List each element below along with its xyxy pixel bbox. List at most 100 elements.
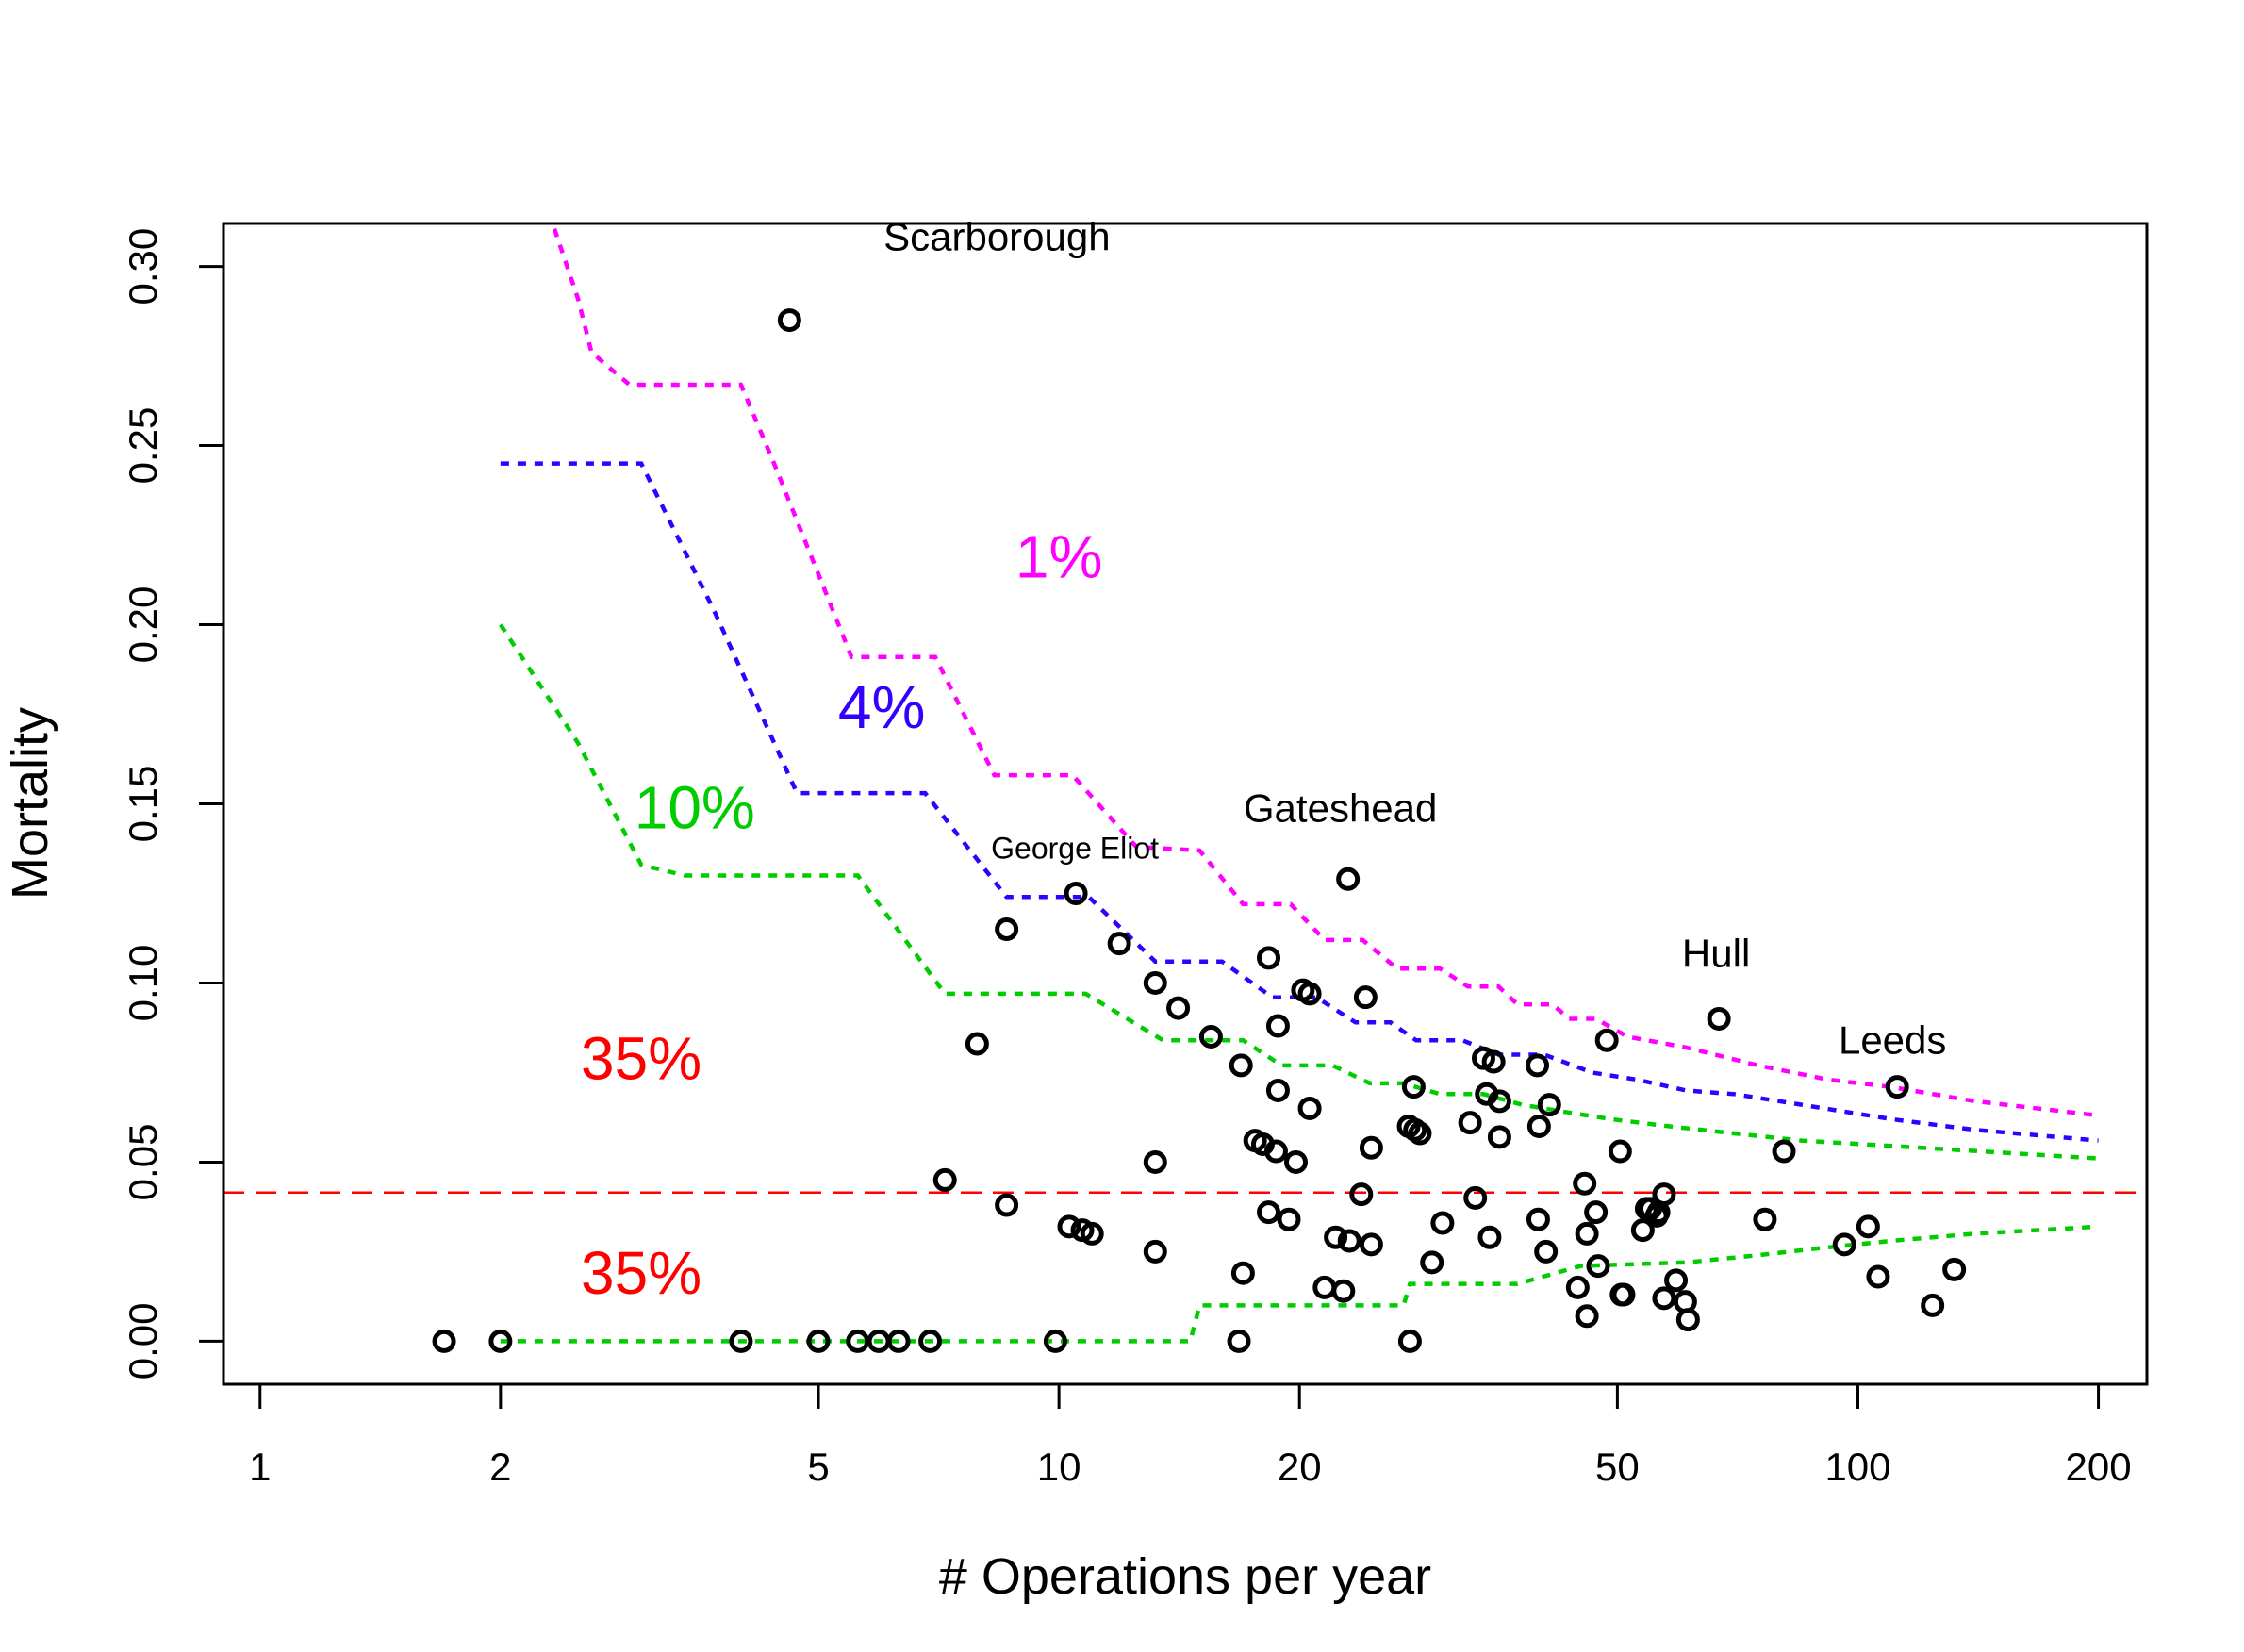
hospital-point — [1057, 1214, 1081, 1239]
y-tick-label: 0.30 — [121, 228, 165, 306]
hospital-point — [729, 1329, 753, 1353]
x-tick-label: 10 — [1037, 1445, 1081, 1489]
annotation-layer: Scarborough George Eliot Gateshead Hull Leed… — [581, 215, 1946, 1308]
hospital-point — [1359, 1135, 1383, 1160]
hospital-point — [1043, 1329, 1067, 1353]
hospital-point — [1353, 985, 1378, 1010]
hospital-point — [1257, 946, 1281, 970]
hospital-point — [965, 1032, 989, 1056]
hospital-point — [1277, 1207, 1301, 1231]
hospital-point — [488, 1329, 513, 1353]
hospital-point — [1166, 996, 1191, 1020]
hospital-point — [995, 917, 1019, 941]
hospital-point — [1230, 1261, 1255, 1285]
funnel-limit-1- — [550, 223, 2099, 1118]
hospital-point — [1537, 1093, 1561, 1117]
hospital-point — [1575, 1221, 1599, 1246]
hospital-point — [1608, 1139, 1632, 1164]
hospital-point — [1297, 1096, 1322, 1120]
hospital-point — [1584, 1200, 1609, 1225]
hospital-point — [1420, 1250, 1444, 1275]
hospital-point — [1772, 1139, 1796, 1164]
hospital-point — [1284, 1149, 1309, 1174]
hospital-point — [1832, 1232, 1856, 1257]
hospital-point — [1143, 1149, 1167, 1174]
funnel-limit-10-lower — [500, 1224, 2099, 1344]
hospital-label: Leeds — [1839, 1018, 1946, 1063]
hospital-label: Scarborough — [883, 215, 1111, 259]
hospital-point — [1487, 1089, 1511, 1114]
hospital-point — [1753, 1207, 1777, 1231]
hospital-point — [1586, 1254, 1610, 1279]
hospital-point — [918, 1329, 943, 1353]
hospital-point — [1463, 1185, 1488, 1210]
hospital-point — [1630, 1218, 1655, 1243]
x-tick-label: 200 — [2066, 1445, 2132, 1489]
funnel-limit-10- — [499, 623, 2099, 1161]
hospital-point — [1401, 1075, 1426, 1099]
y-tick-label: 0.25 — [121, 407, 165, 485]
hospital-label: Hull — [1682, 931, 1750, 975]
hospital-point — [1107, 932, 1131, 956]
hospital-point — [1297, 982, 1322, 1006]
funnel-region-label: 35% — [581, 1239, 701, 1307]
y-tick-label: 0.10 — [121, 945, 165, 1022]
hospital-point — [1942, 1257, 1967, 1281]
x-tick-label: 50 — [1595, 1445, 1640, 1489]
hospital-point — [932, 1167, 957, 1192]
y-tick-label: 0.15 — [121, 766, 165, 843]
hospital-point — [1885, 1075, 1909, 1099]
hospital-point — [1080, 1221, 1104, 1246]
hospital-point — [1336, 867, 1361, 891]
y-tick-label: 0.20 — [121, 586, 165, 664]
hospital-point — [1611, 1282, 1636, 1307]
hospital-point — [1337, 1229, 1361, 1253]
hospital-point — [1064, 881, 1088, 905]
x-tick-label: 5 — [807, 1445, 829, 1489]
funnel-region-label: 35% — [581, 1024, 701, 1092]
hospital-point — [1359, 1232, 1383, 1257]
hospital-points-layer — [432, 308, 1967, 1353]
hospital-point — [1324, 1225, 1348, 1249]
hospital-point — [1707, 1006, 1731, 1031]
axes-layer: 1 2 5 10 20 50 100 200 0.00 0.05 0.10 0.15 0.20 0.25 0… — [121, 228, 2132, 1489]
funnel-region-label: 1% — [1015, 522, 1103, 590]
funnel-region-label: 4% — [838, 673, 926, 741]
hospital-point — [1331, 1279, 1356, 1303]
hospital-point — [806, 1329, 831, 1353]
hospital-point — [1397, 1329, 1422, 1353]
funnel-limit-layer — [499, 223, 2099, 1344]
y-axis-title: Mortality — [2, 707, 58, 900]
hospital-point — [1458, 1111, 1482, 1135]
funnel-region-label: 10% — [635, 773, 755, 841]
hospital-point — [886, 1329, 911, 1353]
hospital-point — [1652, 1182, 1676, 1207]
x-axis-title: # Operations per year — [939, 1548, 1431, 1605]
hospital-point — [1921, 1293, 1945, 1317]
y-tick-label: 0.00 — [121, 1303, 165, 1380]
hospital-point — [1565, 1275, 1590, 1299]
hospital-point — [432, 1329, 456, 1353]
hospital-point — [1263, 1139, 1288, 1164]
hospital-point — [1664, 1268, 1689, 1293]
hospital-point — [1575, 1304, 1599, 1329]
hospital-point — [1856, 1214, 1880, 1239]
hospital-point — [1866, 1264, 1890, 1289]
hospital-point — [1526, 1114, 1551, 1138]
hospital-point — [1652, 1286, 1676, 1311]
hospital-point — [1227, 1329, 1251, 1353]
hospital-point — [1477, 1225, 1502, 1249]
hospital-point — [995, 1193, 1019, 1217]
hospital-point — [1257, 1200, 1281, 1225]
hospital-point — [1143, 970, 1167, 995]
hospital-point — [1430, 1211, 1455, 1235]
hospital-point — [1265, 1014, 1290, 1038]
hospital-point — [1573, 1171, 1597, 1196]
x-tick-label: 20 — [1278, 1445, 1322, 1489]
x-tick-label: 100 — [1824, 1445, 1890, 1489]
hospital-point — [1349, 1182, 1374, 1207]
x-tick-label: 1 — [249, 1445, 271, 1489]
hospital-point — [1229, 1053, 1253, 1078]
